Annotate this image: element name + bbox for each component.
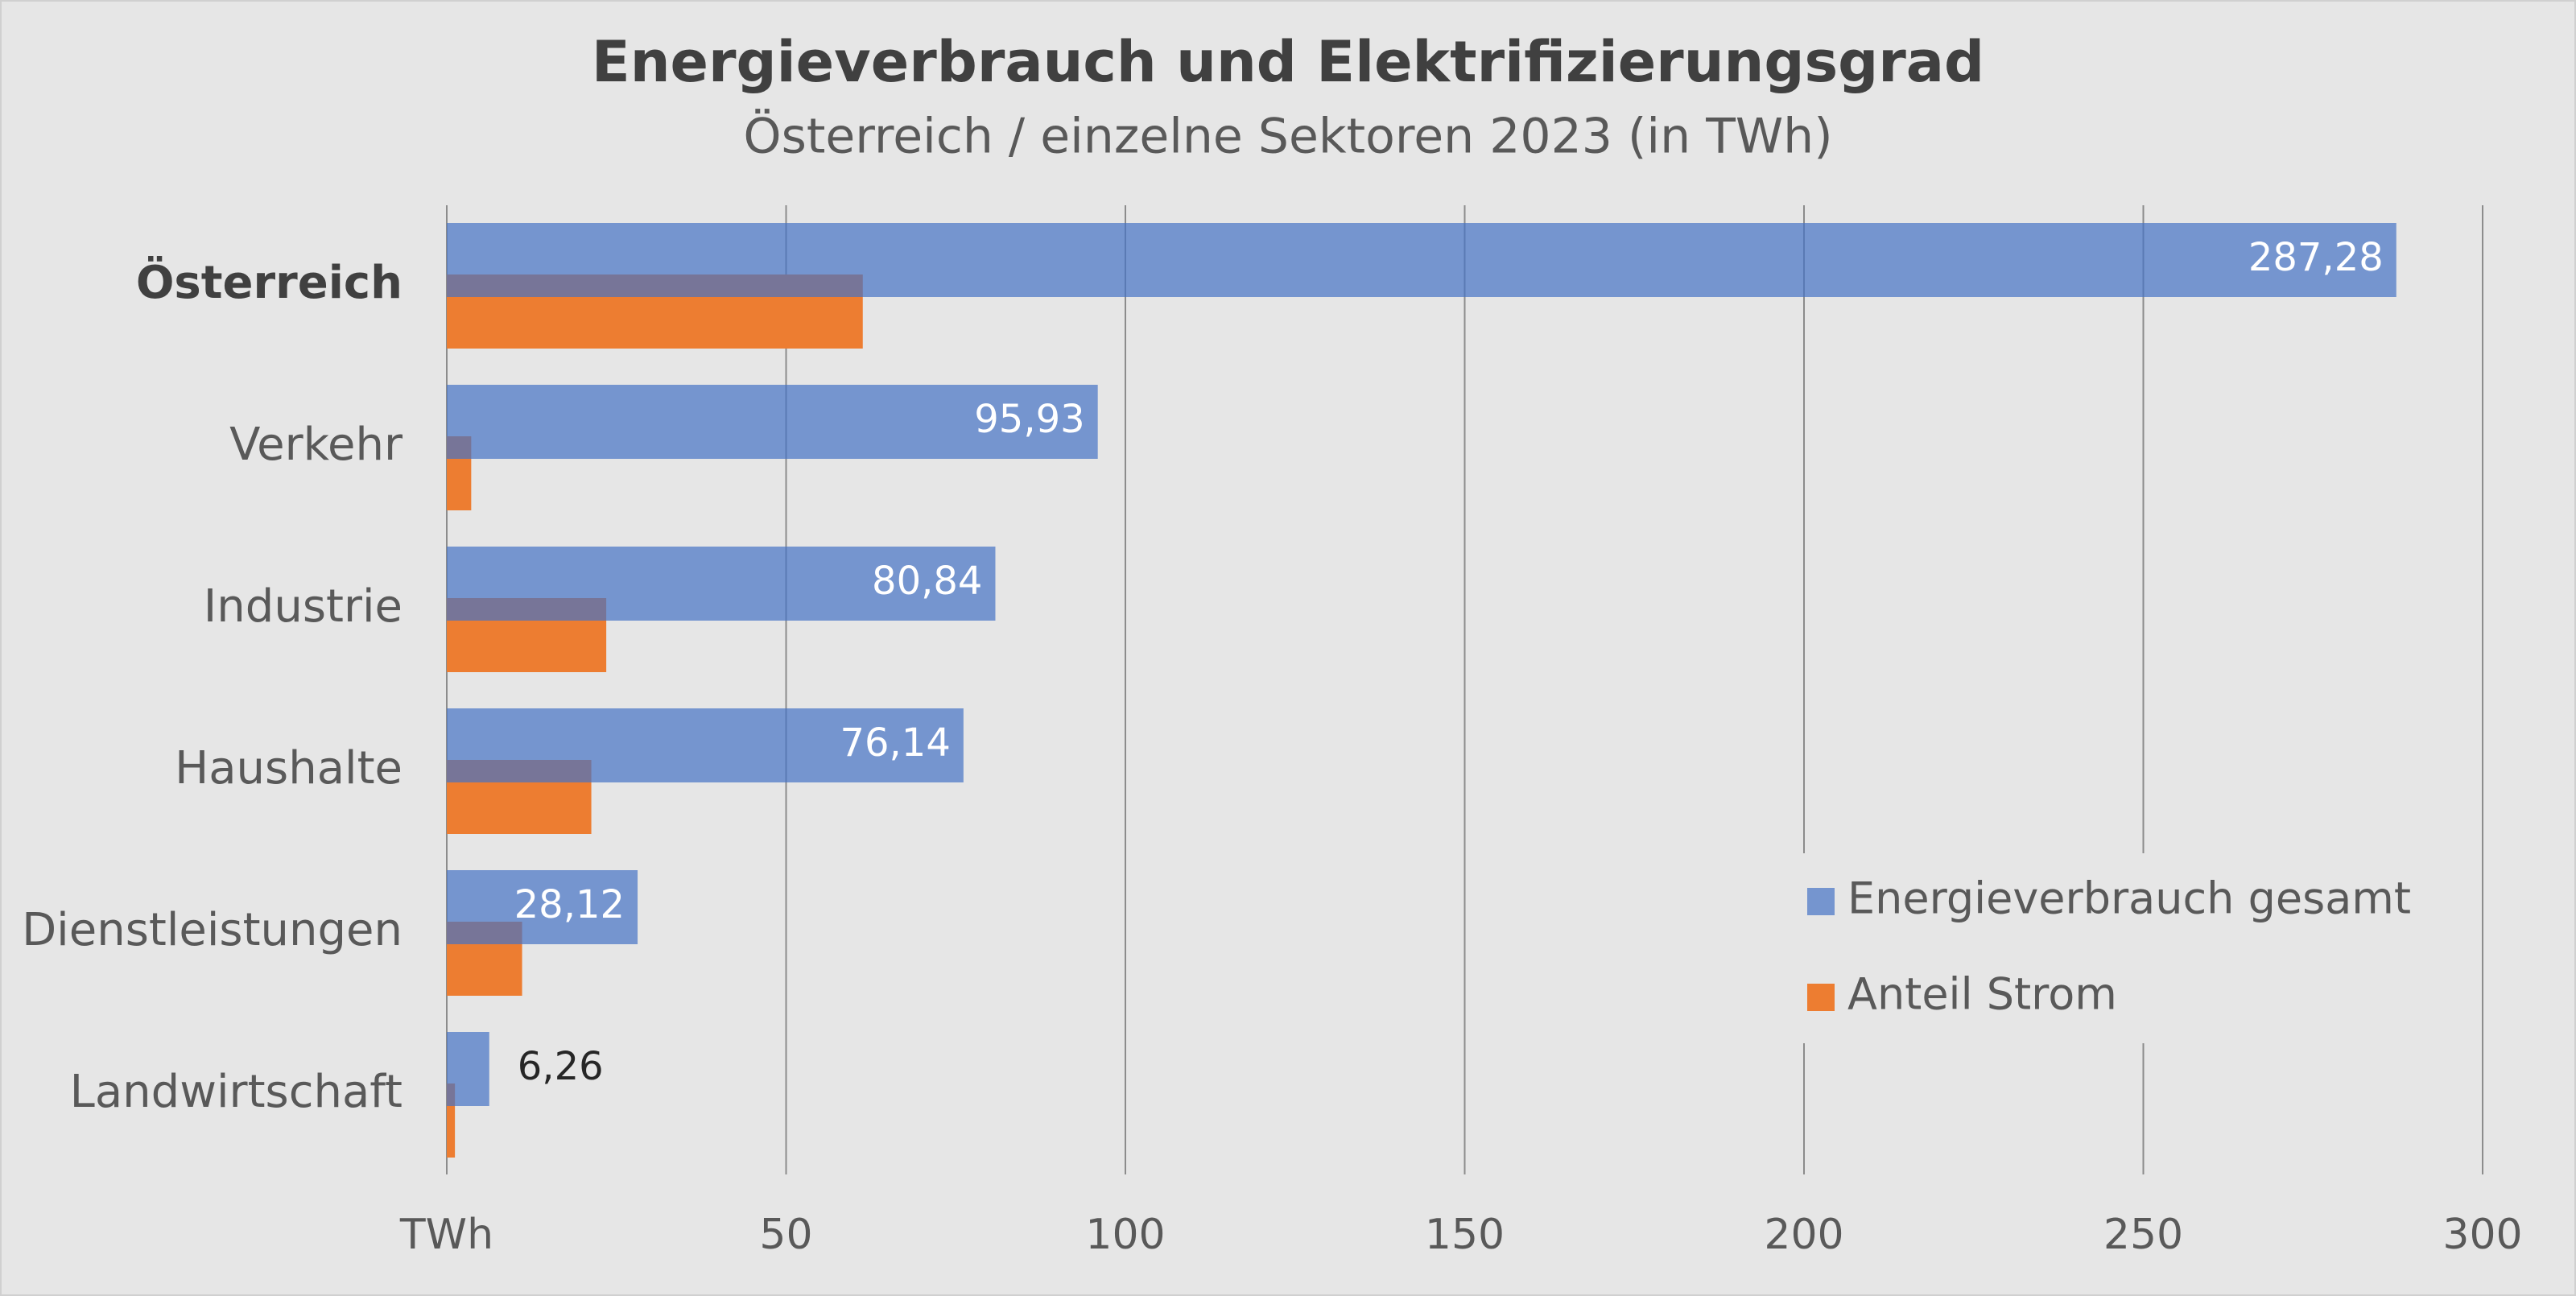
x-tick-label: 200	[1764, 1211, 1843, 1259]
x-tick-label: 100	[1085, 1211, 1165, 1259]
chart-title: Energieverbrauch und Elektrifizierungsgr…	[592, 29, 1984, 95]
value-label: 76,14	[840, 720, 950, 766]
bar	[447, 385, 1098, 459]
y-tick-label: Dienstleistungen	[22, 904, 402, 956]
y-tick-label: Haushalte	[175, 742, 402, 795]
y-tick-label: Verkehr	[229, 419, 403, 471]
x-tick-label: 300	[2442, 1211, 2522, 1259]
value-label: 80,84	[872, 559, 982, 604]
value-label: 28,12	[514, 882, 625, 927]
bar	[447, 1032, 489, 1106]
y-tick-label: Landwirtschaft	[70, 1066, 402, 1118]
value-label: 6,26	[518, 1044, 604, 1089]
bar	[447, 870, 638, 944]
x-tick-label: 250	[2103, 1211, 2183, 1259]
chart-subtitle: Österreich / einzelne Sektoren 2023 (in …	[743, 108, 1832, 165]
bar	[447, 1083, 456, 1158]
legend-background	[1783, 853, 2415, 1043]
x-tick-label: 150	[1425, 1211, 1505, 1259]
legend-label: Anteil Strom	[1847, 969, 2117, 1020]
bar	[447, 708, 964, 782]
bar	[447, 547, 996, 621]
legend-swatch	[1807, 888, 1835, 915]
value-label: 287,28	[2248, 235, 2384, 280]
value-label: 95,93	[974, 397, 1084, 442]
bar	[447, 223, 2396, 297]
y-tick-label: Industrie	[204, 580, 402, 633]
legend-label: Energieverbrauch gesamt	[1847, 873, 2411, 924]
x-tick-label: TWh	[399, 1211, 493, 1259]
x-tick-label: 50	[759, 1211, 812, 1259]
y-tick-label: Österreich	[136, 257, 402, 309]
legend-swatch	[1807, 984, 1835, 1011]
